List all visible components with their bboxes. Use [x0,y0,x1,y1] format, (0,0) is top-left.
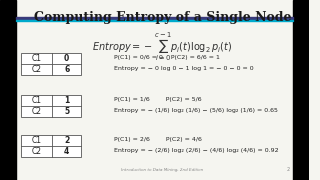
Text: Entropy = − (2/6) log₂ (2/6) − (4/6) log₂ (4/6) = 0.92: Entropy = − (2/6) log₂ (2/6) − (4/6) log… [114,148,279,153]
Bar [16,19,292,21]
Text: C1: C1 [32,96,42,105]
Bar [16,17,292,19]
Bar [21,95,81,117]
Text: 4: 4 [64,147,69,156]
Bar [21,135,81,157]
Text: 5: 5 [64,107,69,116]
Bar [292,0,309,180]
Text: 6: 6 [64,65,69,74]
Text: Introduction to Data Mining, 2nd Edition: Introduction to Data Mining, 2nd Edition [121,168,204,172]
Text: C2: C2 [32,107,42,116]
Text: Entropy = − (1/6) log₂ (1/6) − (5/6) log₂ (1/6) = 0.65: Entropy = − (1/6) log₂ (1/6) − (5/6) log… [114,108,278,113]
Text: 0: 0 [64,54,69,63]
Text: Entropy = − 0 log 0 − 1 log 1 = − 0 − 0 = 0: Entropy = − 0 log 0 − 1 log 1 = − 0 − 0 … [114,66,253,71]
Text: Computing Entropy of a Single Node: Computing Entropy of a Single Node [34,11,291,24]
Text: C1: C1 [32,54,42,63]
Text: P(C1) = 1/6        P(C2) = 5/6: P(C1) = 1/6 P(C2) = 5/6 [114,97,202,102]
Text: P(C1) = 2/6        P(C2) = 4/6: P(C1) = 2/6 P(C2) = 4/6 [114,137,202,142]
Text: C1: C1 [32,136,42,145]
Text: 1: 1 [64,96,69,105]
Text: 2: 2 [287,167,290,172]
Text: $Entropy = -\sum_{i=0}^{c-1} p_i(t)\log_2 p_i(t)$: $Entropy = -\sum_{i=0}^{c-1} p_i(t)\log_… [92,30,232,63]
Text: C2: C2 [32,147,42,156]
Text: C2: C2 [32,65,42,74]
Text: 2: 2 [64,136,69,145]
Text: P(C1) = 0/6 = 0    P(C2) = 6/6 = 1: P(C1) = 0/6 = 0 P(C2) = 6/6 = 1 [114,55,220,60]
Bar [21,53,81,75]
Bar [0,0,16,180]
